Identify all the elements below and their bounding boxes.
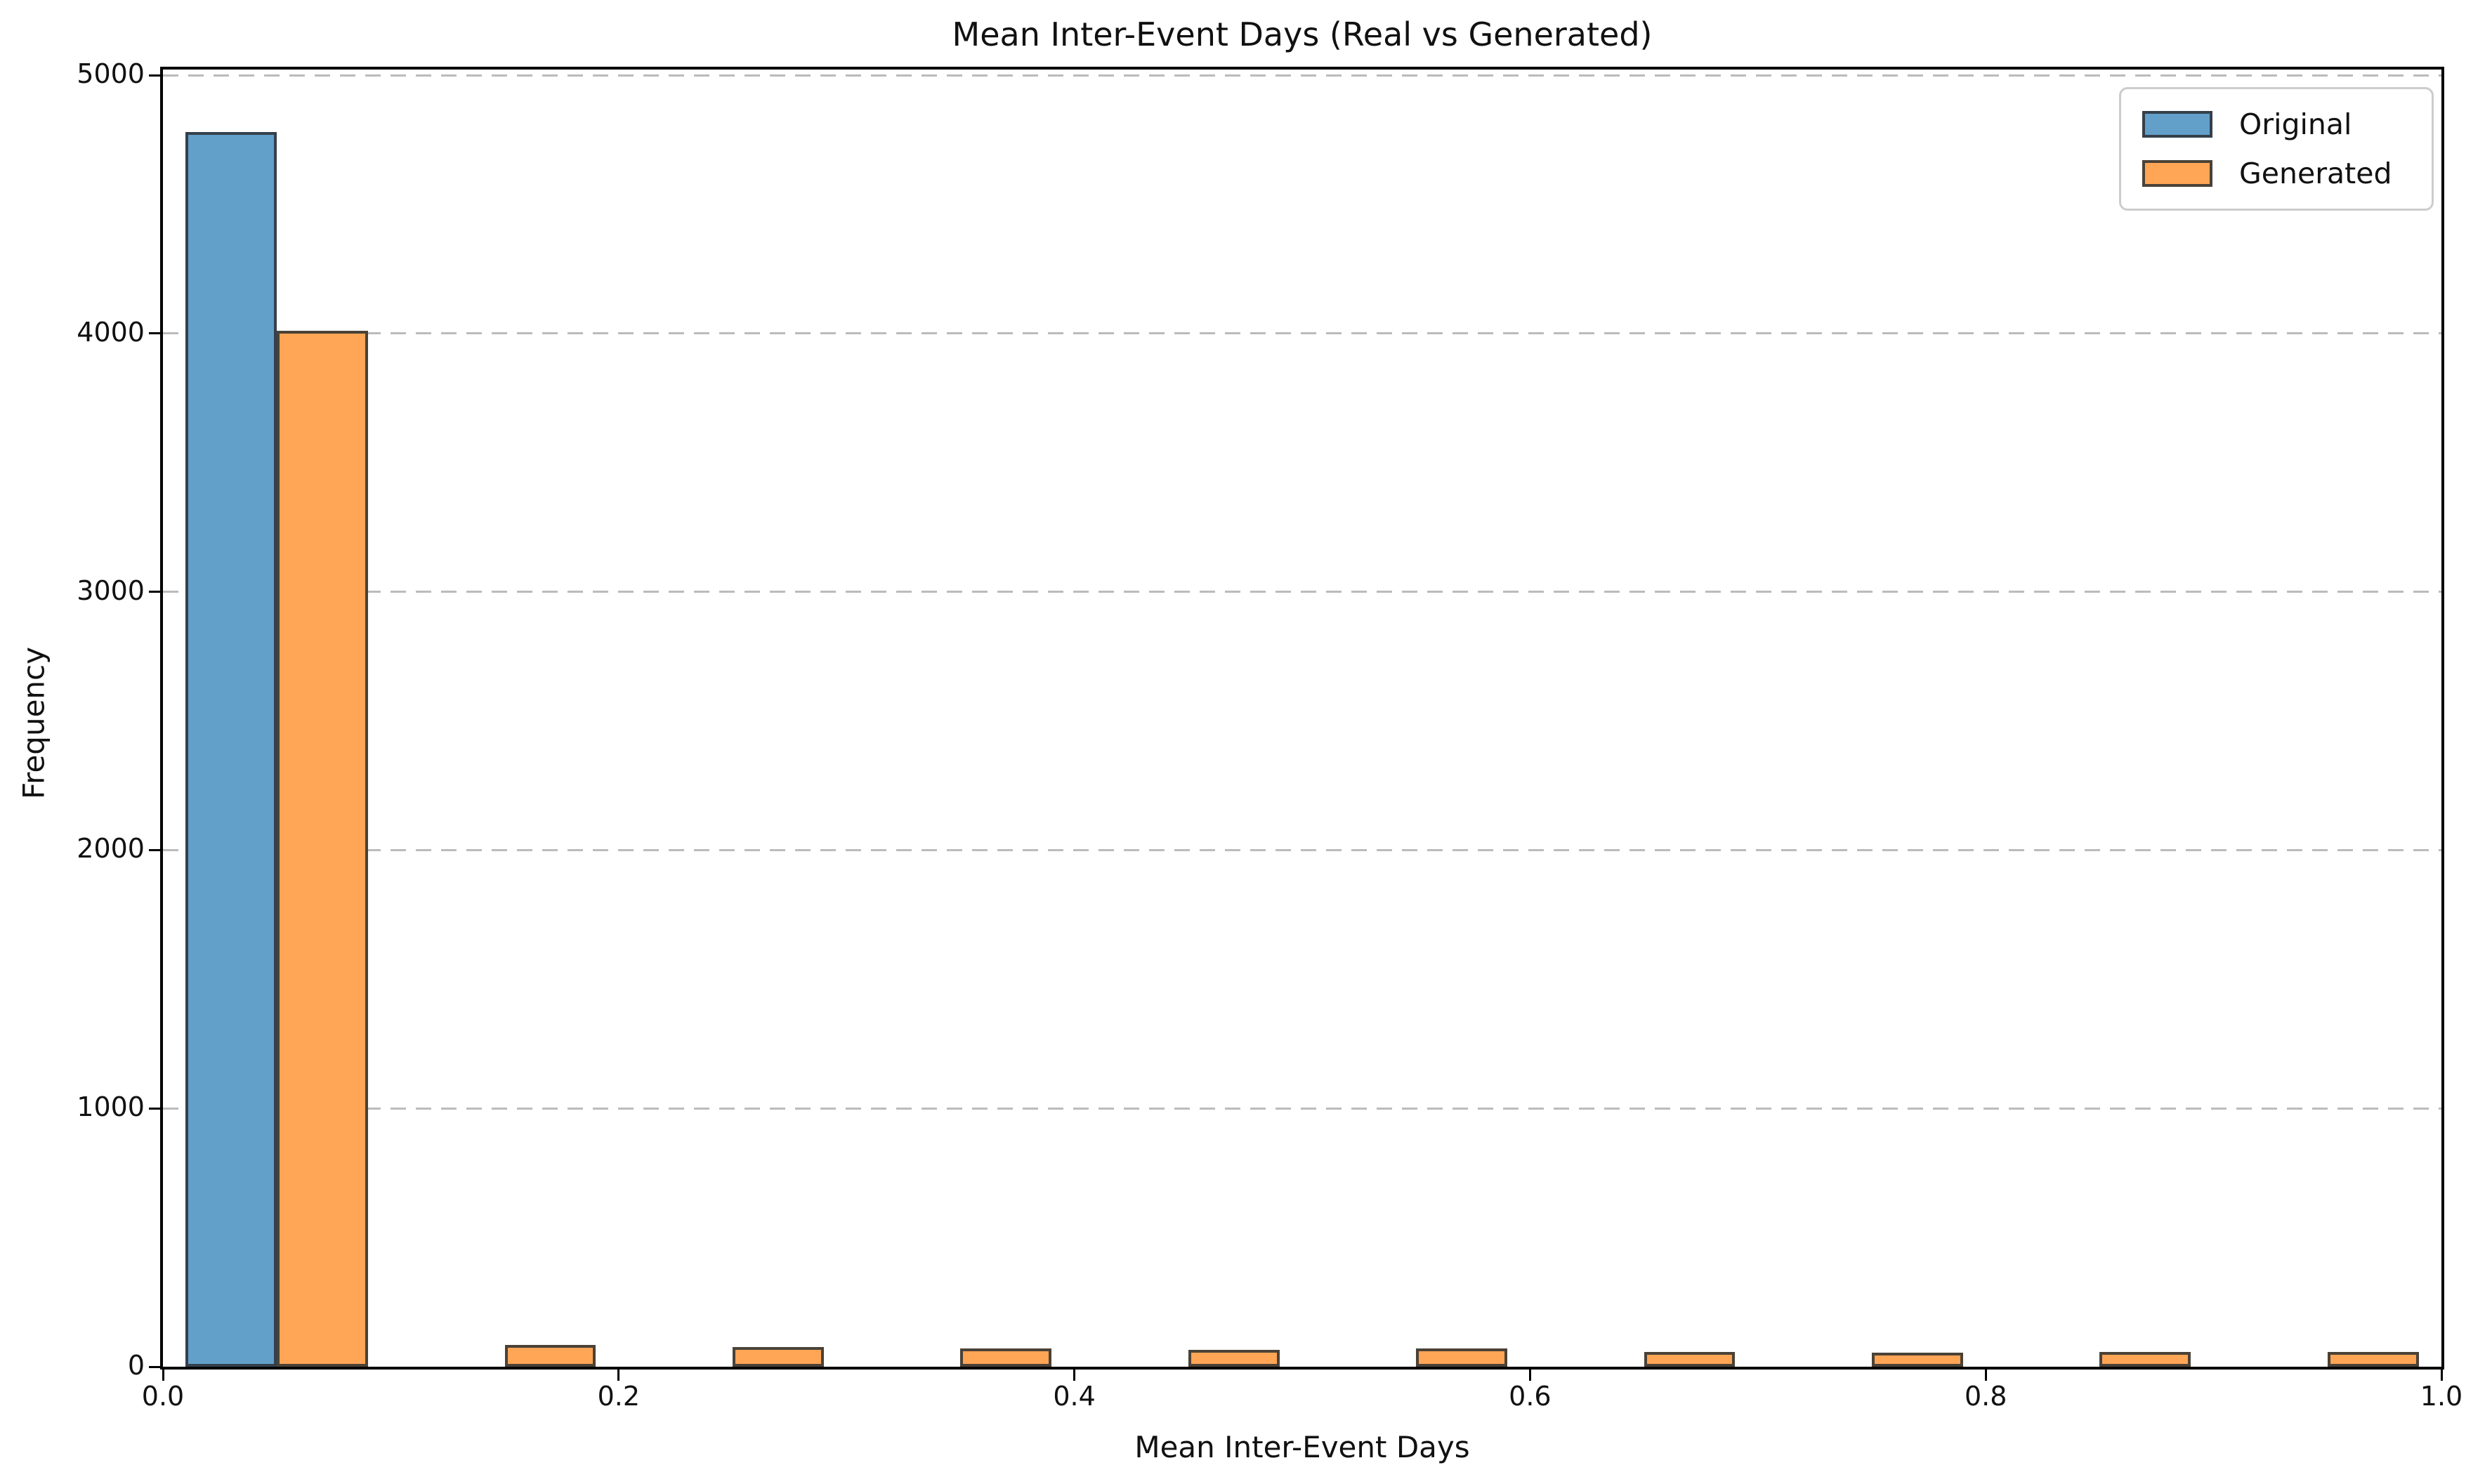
y-tick-label-3000: 3000	[77, 574, 145, 606]
bar-generated	[1188, 1350, 1280, 1367]
y-tick-mark-3000	[149, 591, 160, 593]
legend-label-original: Original	[2239, 107, 2352, 141]
x-tick-label-0.8: 0.8	[1964, 1381, 2007, 1412]
bar-generated	[1644, 1352, 1736, 1367]
y-tick-mark-2000	[149, 848, 160, 851]
y-axis-label: Frequency	[16, 647, 51, 799]
legend: Original Generated	[2119, 87, 2434, 211]
x-tick-mark-1.0	[2440, 1370, 2443, 1381]
y-tick-label-5000: 5000	[77, 58, 145, 90]
y-tick-label-2000: 2000	[77, 833, 145, 865]
legend-item-original: Original	[2142, 107, 2411, 141]
x-tick-label-0.2: 0.2	[597, 1381, 641, 1412]
bar-generated	[2327, 1351, 2419, 1367]
legend-swatch-generated-icon	[2142, 160, 2212, 187]
y-tick-label-1000: 1000	[77, 1091, 145, 1123]
y-tick-mark-4000	[149, 332, 160, 335]
x-tick-label-1.0: 1.0	[2420, 1381, 2463, 1412]
y-tick-label-0: 0	[127, 1350, 145, 1381]
legend-swatch-original-icon	[2142, 111, 2212, 138]
bar-generated	[960, 1348, 1052, 1367]
plot-area	[160, 67, 2444, 1370]
bar-generated	[1416, 1348, 1507, 1367]
x-axis-label: Mean Inter-Event Days	[1134, 1430, 1470, 1464]
x-tick-label-0.6: 0.6	[1509, 1381, 1552, 1412]
x-tick-mark-0.0	[162, 1370, 164, 1381]
x-tick-label-0.0: 0.0	[141, 1381, 185, 1412]
x-tick-mark-0.2	[617, 1370, 620, 1381]
bar-generated	[504, 1344, 596, 1367]
bar-original	[185, 132, 277, 1367]
y-tick-mark-1000	[149, 1107, 160, 1110]
y-tick-mark-0	[149, 1365, 160, 1368]
y-tick-label-4000: 4000	[77, 316, 145, 348]
gridline-y-1000	[163, 1107, 2441, 1110]
bar-generated	[277, 331, 368, 1367]
bar-generated	[2099, 1351, 2191, 1367]
gridline-y-3000	[163, 591, 2441, 593]
bar-generated	[733, 1347, 824, 1367]
gridline-y-4000	[163, 332, 2441, 335]
legend-item-generated: Generated	[2142, 157, 2411, 190]
gridline-y-5000	[163, 74, 2441, 77]
legend-label-generated: Generated	[2239, 157, 2392, 190]
y-tick-mark-5000	[149, 74, 160, 77]
gridline-y-2000	[163, 848, 2441, 851]
x-tick-mark-0.6	[1528, 1370, 1531, 1381]
x-tick-mark-0.8	[1984, 1370, 1987, 1381]
bar-generated	[1872, 1353, 1963, 1367]
chart-title: Mean Inter-Event Days (Real vs Generated…	[952, 15, 1653, 53]
x-tick-label-0.4: 0.4	[1053, 1381, 1096, 1412]
x-tick-mark-0.4	[1073, 1370, 1076, 1381]
